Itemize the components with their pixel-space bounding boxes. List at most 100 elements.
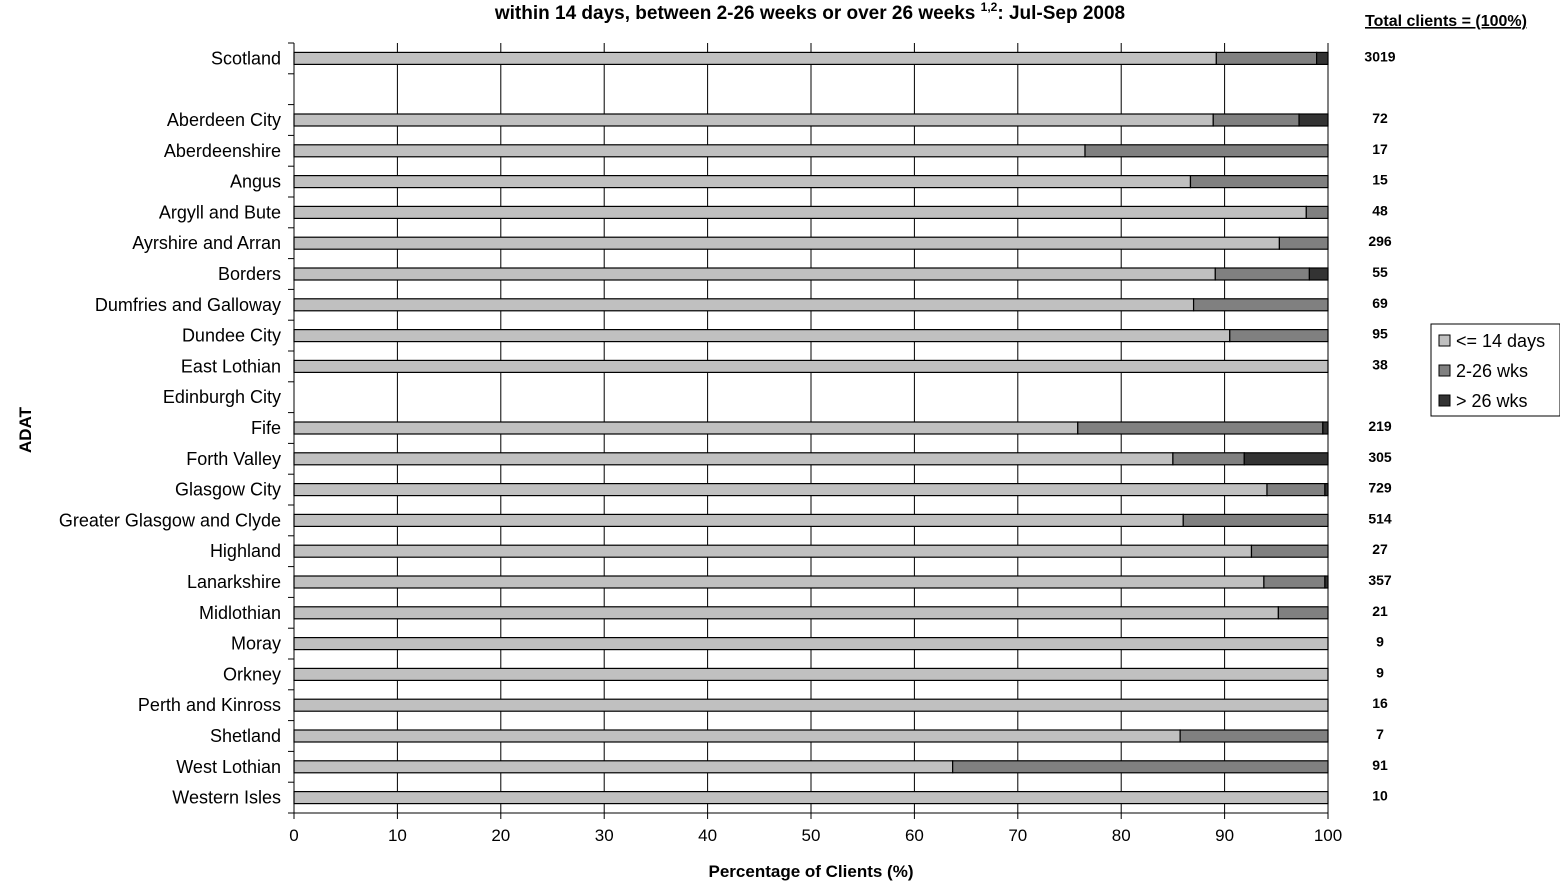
- bar-segment: [293, 205, 1307, 219]
- bar-segment: [293, 267, 1216, 281]
- title-main: within 14 days, between 2-26 weeks or ov…: [494, 3, 981, 24]
- bar-segment: [1316, 51, 1329, 66]
- bar-segment: [293, 636, 1329, 651]
- bar-segment: [1322, 421, 1329, 435]
- bar-segment: [293, 667, 1329, 682]
- bar-segment: [293, 575, 1265, 589]
- total-label: 27: [1372, 541, 1388, 557]
- x-tick-label: 60: [905, 826, 924, 845]
- category-label: Dumfries and Galloway: [95, 295, 281, 315]
- total-label: 9: [1376, 634, 1384, 650]
- category-label: Borders: [218, 264, 281, 284]
- total-label: 21: [1372, 603, 1388, 619]
- bar-segment: [293, 51, 1217, 66]
- category-label: Argyll and Bute: [159, 202, 281, 222]
- bar-segment: [293, 513, 1184, 528]
- category-label: Edinburgh City: [163, 387, 281, 407]
- total-label: 16: [1372, 695, 1388, 711]
- legend-swatch: [1438, 364, 1451, 377]
- total-label: 296: [1368, 233, 1392, 249]
- legend: <= 14 days 2-26 wks > 26 wks: [1430, 323, 1560, 417]
- total-label: 95: [1372, 326, 1388, 342]
- x-tick-label: 20: [491, 826, 510, 845]
- total-label: 17: [1372, 141, 1388, 157]
- bar-segment: [1277, 606, 1329, 620]
- total-label: 514: [1368, 510, 1392, 526]
- bar-segment: [293, 329, 1231, 343]
- category-label: Aberdeenshire: [164, 141, 281, 161]
- total-label: 305: [1368, 449, 1392, 465]
- bar-segment: [1298, 113, 1329, 127]
- category-label: Glasgow City: [175, 480, 281, 500]
- x-tick-label: 50: [802, 826, 821, 845]
- total-label: 38: [1372, 356, 1388, 372]
- total-label: 9: [1376, 664, 1384, 680]
- bar-segment: [293, 298, 1195, 312]
- bar-segment: [293, 790, 1329, 805]
- bar-segment: [293, 606, 1279, 620]
- legend-box: [1430, 323, 1560, 417]
- total-label: 69: [1372, 295, 1388, 311]
- axes: [288, 42, 1329, 819]
- bar-segment: [1182, 513, 1329, 528]
- bar-segment: [1324, 575, 1329, 589]
- category-label: Ayrshire and Arran: [132, 233, 281, 253]
- bar-segment: [1172, 452, 1245, 466]
- legend-label: <= 14 days: [1456, 331, 1545, 351]
- x-tick-label: 90: [1215, 826, 1234, 845]
- category-label: Orkney: [223, 664, 281, 684]
- category-label: Lanarkshire: [187, 572, 281, 592]
- category-labels: Scotland Aberdeen City Aberdeenshire Angus A…: [59, 48, 281, 807]
- category-label: Shetland: [210, 726, 281, 746]
- bar-segment: [1179, 729, 1329, 743]
- bar-segment: [293, 729, 1181, 743]
- bar-segment: [1250, 544, 1329, 558]
- bar-segment: [1263, 575, 1326, 589]
- legend-label: 2-26 wks: [1456, 361, 1528, 381]
- category-label: Forth Valley: [186, 449, 281, 469]
- bar-segment: [1278, 236, 1329, 250]
- legend-swatch: [1438, 394, 1451, 407]
- category-label: Midlothian: [199, 603, 281, 623]
- bar-segment: [293, 359, 1329, 373]
- bar-segment: [293, 144, 1086, 158]
- x-tick-label: 100: [1314, 826, 1342, 845]
- bar-segment: [1308, 267, 1329, 281]
- chart-title: within 14 days, between 2-26 weeks or ov…: [494, 0, 1125, 24]
- bar-segment: [293, 760, 954, 774]
- bar-segment: [952, 760, 1329, 774]
- bar-segment: [293, 175, 1192, 189]
- bar-segment: [1266, 483, 1326, 497]
- bar-segment: [293, 452, 1174, 466]
- total-label: 15: [1372, 172, 1388, 188]
- bar-segment: [1192, 298, 1329, 312]
- category-label: Greater Glasgow and Clyde: [59, 510, 281, 530]
- bar-segment: [1189, 175, 1329, 189]
- bar-segment: [293, 544, 1253, 558]
- category-label: Highland: [210, 541, 281, 561]
- category-label: Aberdeen City: [167, 110, 281, 130]
- bar-segment: [1215, 51, 1318, 66]
- legend-label: > 26 wks: [1456, 391, 1528, 411]
- x-axis-title: Percentage of Clients (%): [709, 862, 914, 881]
- total-label: 91: [1372, 757, 1388, 773]
- x-tick-label: 10: [388, 826, 407, 845]
- title-suffix: : Jul-Sep 2008: [997, 3, 1125, 24]
- bar-segment: [1229, 329, 1329, 343]
- title-superscript: 1,2: [981, 0, 998, 14]
- legend-swatch: [1438, 334, 1451, 347]
- bar-segment: [293, 236, 1281, 250]
- category-label: Moray: [231, 634, 281, 654]
- category-label: Western Isles: [172, 788, 281, 808]
- total-label: 10: [1372, 788, 1388, 804]
- bar-segment: [1212, 113, 1300, 127]
- bars: [293, 51, 1329, 805]
- total-label: 219: [1368, 418, 1392, 434]
- bar-segment: [293, 421, 1079, 435]
- total-label: 729: [1368, 480, 1392, 496]
- bar-segment: [293, 113, 1214, 127]
- category-label: East Lothian: [181, 356, 281, 376]
- bar-segment: [1305, 205, 1329, 219]
- total-label: 357: [1368, 572, 1392, 588]
